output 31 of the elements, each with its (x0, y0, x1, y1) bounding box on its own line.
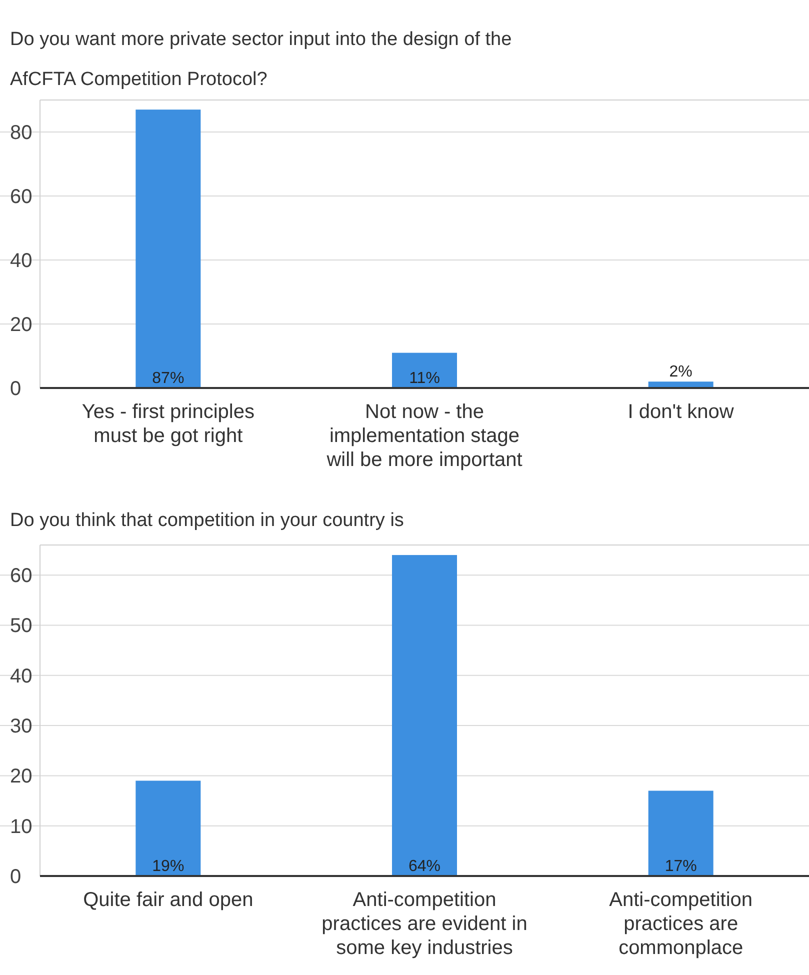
bar (648, 790, 714, 876)
x-tick-label: Anti-competition practices are commonplace (609, 889, 753, 959)
bar (392, 555, 457, 876)
data-label: 87% (152, 370, 184, 387)
chart-title: Do you think that competition in your country is (10, 510, 404, 531)
x-tick-label: Not now - the implementation stage will be more important (326, 401, 523, 471)
x-tick-label: Anti-competition practices are evident in some key industries (322, 889, 528, 959)
data-label: 2% (669, 364, 692, 381)
bar (136, 780, 201, 876)
y-tick-label: 50 (10, 615, 32, 638)
data-label: 11% (409, 370, 440, 387)
x-tick-label: Quite fair and open (83, 889, 254, 911)
y-tick-label: 20 (10, 314, 32, 336)
y-tick-label: 80 (10, 122, 32, 144)
data-label: 64% (408, 858, 441, 875)
x-tick-label: I don't know (628, 401, 734, 423)
bar (136, 110, 201, 388)
y-tick-label: 0 (10, 866, 22, 888)
bar (392, 352, 457, 388)
y-tick-label: 20 (10, 766, 32, 788)
data-label: 17% (664, 858, 697, 875)
data-label: 19% (152, 858, 184, 875)
y-tick-label: 60 (10, 186, 32, 208)
y-tick-label: 40 (10, 665, 32, 688)
y-tick-label: 30 (10, 716, 32, 738)
y-tick-label: 60 (10, 565, 32, 588)
chart-title: Do you want more private sector input into the design of the AfCFTA Competition Protocol? (10, 29, 512, 90)
y-tick-label: 40 (10, 250, 32, 272)
y-tick-label: 10 (10, 816, 32, 838)
x-tick-label: Yes - first principles must be got right (82, 401, 254, 447)
y-tick-label: 0 (10, 378, 22, 400)
